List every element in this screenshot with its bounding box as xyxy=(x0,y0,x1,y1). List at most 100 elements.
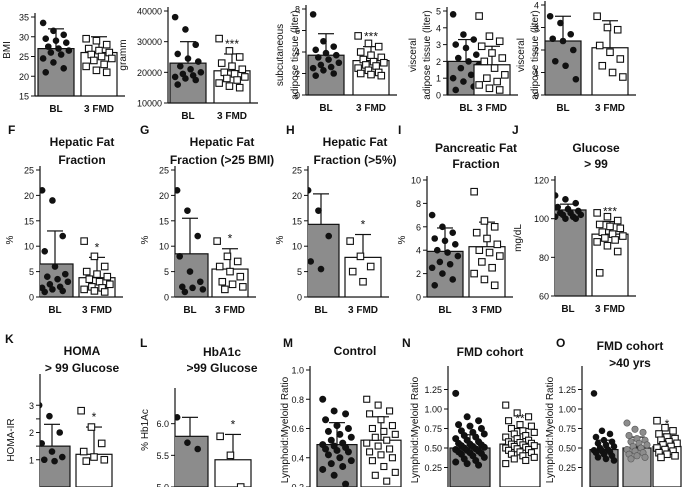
data-point xyxy=(446,260,454,268)
data-point xyxy=(478,258,486,266)
data-point xyxy=(90,287,99,295)
data-point xyxy=(485,248,494,257)
data-point xyxy=(95,277,104,286)
data-point xyxy=(359,277,367,286)
y-tick-label: 30 xyxy=(19,32,29,42)
data-point xyxy=(319,465,327,473)
data-point xyxy=(348,267,357,276)
data-point xyxy=(327,63,335,71)
data-point xyxy=(567,30,575,38)
data-point xyxy=(466,422,474,430)
data-point xyxy=(58,453,66,461)
y-tick-label: 0 xyxy=(295,91,300,101)
y-tick-label: 1.25 xyxy=(558,385,576,395)
y-tick-label: 0.2 xyxy=(291,483,304,487)
data-point xyxy=(223,252,232,261)
data-point xyxy=(182,75,189,82)
data-point xyxy=(189,284,196,292)
data-point xyxy=(332,51,340,59)
data-point xyxy=(233,76,241,84)
data-point xyxy=(562,215,569,222)
panel-letter: N xyxy=(402,336,411,350)
data-point xyxy=(97,439,106,448)
data-point xyxy=(383,477,391,485)
data-point xyxy=(639,428,647,436)
data-point xyxy=(555,192,559,199)
data-point xyxy=(336,454,344,462)
y-tick-label: 3 xyxy=(29,401,34,411)
data-point xyxy=(221,285,229,294)
data-point xyxy=(175,187,181,194)
data-point xyxy=(235,83,244,92)
chart-panel-homa: 1 2 3 HOMA-IR * HOMA > 99 Glucose K xyxy=(5,332,120,487)
y-tick-label: 2 xyxy=(416,269,421,279)
data-point xyxy=(347,457,355,465)
data-point xyxy=(60,31,68,39)
data-point xyxy=(192,76,200,84)
category-label: BL xyxy=(49,104,62,115)
data-point xyxy=(594,454,602,461)
data-point xyxy=(372,62,380,70)
data-point xyxy=(490,64,499,72)
data-point xyxy=(460,78,467,85)
data-point xyxy=(557,19,564,27)
data-point xyxy=(619,73,627,81)
data-point xyxy=(496,252,504,260)
y-tick-label: 0 xyxy=(534,91,539,101)
data-point xyxy=(386,445,394,453)
data-point xyxy=(613,25,622,34)
y-tick-label: 4 xyxy=(416,246,421,256)
data-point xyxy=(228,280,237,289)
data-point xyxy=(194,232,202,240)
data-point xyxy=(39,19,47,27)
data-point xyxy=(603,23,612,32)
chart-title: Control xyxy=(334,344,377,358)
chart-title: Hepatic Fat xyxy=(50,135,115,149)
chart-panel-bmi: 15 20 25 30 35 BMI BL 3 FMD xyxy=(2,13,125,115)
y-tick-label: 60 xyxy=(539,292,549,302)
data-point xyxy=(103,272,112,281)
data-point xyxy=(477,424,485,432)
data-point xyxy=(480,443,488,451)
data-point xyxy=(367,51,375,60)
data-point xyxy=(386,407,394,415)
data-point xyxy=(475,417,483,425)
chart-panel-hba1c: 5.0 5.5 6.0 % Hb1Ac * HbA1c >99 Glucose L xyxy=(140,336,258,487)
data-point xyxy=(452,41,460,48)
data-point xyxy=(611,236,619,244)
data-point xyxy=(93,270,101,278)
data-point xyxy=(354,32,362,40)
data-point xyxy=(595,220,604,229)
data-point xyxy=(601,234,609,242)
significance-marker: * xyxy=(361,218,366,232)
data-point xyxy=(46,412,53,420)
data-point xyxy=(501,71,509,79)
y-tick-label: 0.75 xyxy=(558,424,576,434)
y-tick-label: 4 xyxy=(295,48,300,58)
data-point xyxy=(431,281,439,289)
significance-marker: *** xyxy=(364,30,378,44)
data-point xyxy=(325,56,332,63)
category-label: BL xyxy=(556,103,569,114)
data-point xyxy=(627,455,635,463)
chart-title: > 99 xyxy=(584,157,608,171)
data-point xyxy=(454,54,462,62)
chart-title: FMD cohort xyxy=(457,345,524,359)
category-label: 3 FMD xyxy=(595,304,625,315)
data-point xyxy=(335,59,343,67)
category-label: 3 FMD xyxy=(356,103,386,114)
data-point xyxy=(380,462,388,471)
data-point xyxy=(572,215,580,222)
data-point xyxy=(603,212,612,221)
data-point xyxy=(391,430,399,438)
data-point xyxy=(196,278,204,286)
y-tick-label: 6 xyxy=(416,222,421,232)
panel-letter: J xyxy=(512,123,519,137)
data-point xyxy=(598,427,606,435)
y-tick-label: 5 xyxy=(297,267,302,277)
significance-marker: * xyxy=(231,417,236,431)
data-point xyxy=(623,419,631,427)
data-point xyxy=(233,257,242,266)
y-tick-label: 25 xyxy=(159,166,169,176)
